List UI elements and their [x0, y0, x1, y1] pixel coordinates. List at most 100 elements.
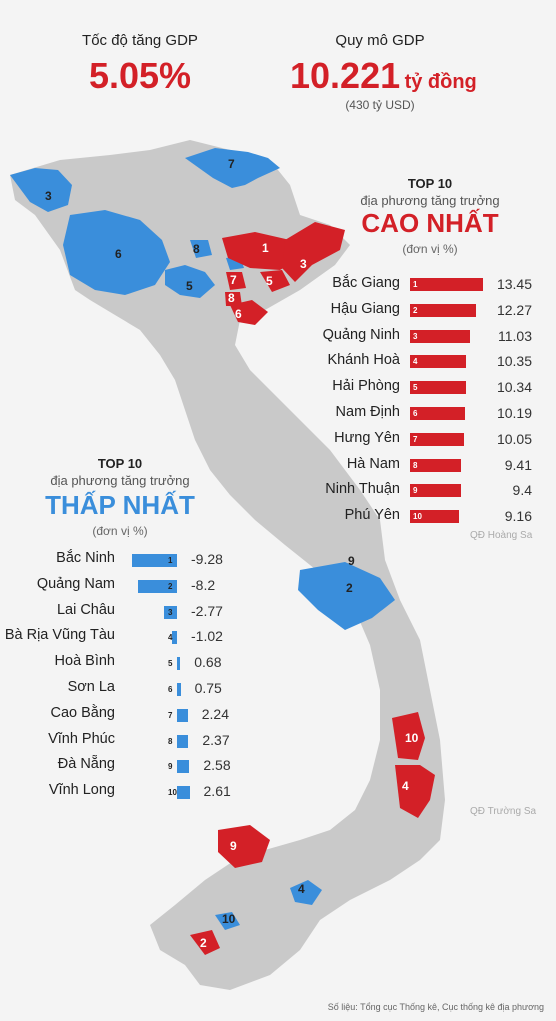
- map-rank-high-2: 2: [200, 936, 207, 950]
- low-bar: [132, 554, 177, 567]
- low-row-label: Hoà Bình: [54, 653, 115, 670]
- low-bar: [137, 579, 177, 593]
- low-bar-value: 0.75: [194, 680, 222, 696]
- low-row-label: Lai Châu: [56, 601, 115, 618]
- high-bar-rank: 2: [413, 305, 418, 315]
- map-nam-dinh: [230, 300, 268, 325]
- low-row-label: Đà Nẵng: [57, 756, 115, 773]
- high-bar-value: 10.34: [496, 379, 532, 396]
- low-bar-rank: 1: [168, 556, 173, 565]
- high-bar: [410, 407, 466, 420]
- map-rank-high-8: 8: [228, 291, 235, 305]
- low-bar: [172, 631, 177, 645]
- low-row: Bắc Ninh 1 -9.28: [0, 550, 556, 574]
- low-bar: [163, 605, 177, 619]
- high-bar-value: 9.16: [504, 508, 532, 525]
- low-row: Cao Bằng 7 2.24: [0, 705, 556, 729]
- high-bar-value: 13.45: [496, 276, 532, 292]
- high-bar-rank: 9: [413, 486, 418, 496]
- map-ninh-thuan: [218, 825, 270, 868]
- low-bar-value: -2.77: [191, 602, 223, 619]
- high-row: Bắc Giang 1 13.45: [0, 275, 556, 299]
- high-bar-rank: 8: [413, 460, 418, 470]
- high-row: Hưng Yên 7 10.05: [0, 430, 556, 454]
- top-low-unit: (đơn vị %): [92, 524, 148, 538]
- high-row-label: Bắc Giang: [332, 275, 400, 291]
- top-high-title: TOP 10: [407, 176, 453, 191]
- low-bar: [177, 683, 181, 696]
- high-bar: [410, 303, 477, 317]
- map-hung-yen: [226, 272, 246, 290]
- low-bar-rank: 4: [168, 633, 173, 643]
- low-row: Đà Nẵng 9 2.58: [0, 756, 556, 780]
- high-bar: [410, 355, 466, 369]
- top-high-unit: (đơn vị %): [402, 242, 458, 256]
- high-row: Hậu Giang 2 12.27: [0, 301, 556, 325]
- low-row-label: Bắc Ninh: [56, 550, 115, 566]
- high-bar-value: 10.05: [496, 430, 532, 447]
- map-rank-9: 9: [348, 554, 355, 568]
- map-rank-8: 8: [193, 242, 200, 256]
- map-rank-high-3: 3: [300, 257, 307, 271]
- high-row-label: Hậu Giang: [330, 300, 400, 317]
- low-row: Lai Châu 3 -2.77: [0, 602, 556, 626]
- low-bar-rank: 7: [168, 710, 173, 720]
- high-row: Ninh Thuận 9 9.4: [0, 481, 556, 505]
- high-bar-rank: 1: [413, 280, 418, 289]
- gdp-scale-usd: (430 tỷ USD): [345, 98, 415, 112]
- map-vinh-long: [215, 912, 240, 930]
- map-rank-high-6: 6: [235, 307, 242, 321]
- top-low-title: TOP 10: [97, 456, 143, 471]
- map-hau-giang: [190, 930, 220, 955]
- high-bar-value: 10.35: [496, 353, 532, 370]
- high-bar: [410, 484, 461, 498]
- high-row-label: Hưng Yên: [334, 429, 400, 446]
- low-row: Hoà Bình 5 0.68: [0, 653, 556, 677]
- low-row: Bà Rịa Vũng Tàu 4 -1.02: [0, 627, 556, 651]
- low-row: Vĩnh Long 10 2.61: [0, 782, 556, 806]
- map-ha-nam: [225, 292, 242, 306]
- low-bar: [177, 786, 190, 800]
- map-khanh-hoa: [395, 765, 435, 818]
- gdp-growth-label: Tốc độ tăng GDP: [82, 32, 198, 49]
- high-row: Quảng Ninh 3 11.03: [0, 327, 556, 351]
- low-row-label: Bà Rịa Vũng Tàu: [4, 627, 115, 644]
- low-row: Vĩnh Phúc 8 2.37: [0, 731, 556, 755]
- map-rank-high-7: 7: [230, 273, 237, 287]
- low-bar-value: -9.28: [191, 551, 223, 567]
- map-vinh-phuc: [190, 240, 212, 258]
- low-bar-rank: 3: [168, 607, 173, 617]
- high-row-label: Ninh Thuận: [325, 481, 400, 498]
- map-hai-phong: [260, 270, 290, 292]
- gdp-growth-value: 5.05%: [88, 55, 192, 96]
- high-row-label: Hà Nam: [346, 455, 400, 472]
- map-rank-high-1: 1: [262, 241, 269, 255]
- high-bar-rank: 6: [413, 409, 418, 418]
- high-row-label: Nam Định: [335, 404, 400, 420]
- high-bar: [410, 329, 470, 343]
- low-bar: [177, 657, 181, 671]
- map-quang-ninh: [282, 222, 345, 282]
- high-bar-rank: 7: [413, 434, 418, 444]
- low-row: Sơn La 6 0.75: [0, 679, 556, 703]
- low-row-label: Quảng Nam: [36, 575, 115, 592]
- map-rank-high-10: 10: [405, 731, 419, 745]
- gdp-scale-value: 10.221: [290, 55, 401, 96]
- map-phu-yen: [392, 712, 425, 760]
- map-rank-high-4: 4: [402, 779, 409, 793]
- low-bar-value: 2.61: [203, 783, 231, 800]
- low-bar-value: 0.68: [194, 654, 222, 671]
- low-bar-rank: 10: [168, 788, 177, 798]
- source-note: Số liệu: Tổng cục Thống kê, Cục thống kê…: [327, 1002, 544, 1012]
- low-bar-rank: 8: [168, 736, 173, 746]
- gdp-scale-block: 10.221 tỷ đồng: [290, 55, 520, 97]
- map-rank-high-5: 5: [266, 274, 273, 288]
- label-truong-sa: QĐ Trường Sa: [470, 806, 537, 817]
- high-row: Khánh Hoà 4 10.35: [0, 352, 556, 376]
- low-bar-rank: 2: [168, 581, 173, 591]
- low-row-label: Vĩnh Long: [48, 782, 115, 799]
- high-row-label: Khánh Hoà: [327, 352, 400, 369]
- low-bar: [177, 708, 188, 722]
- map-rank-10: 10: [222, 912, 236, 926]
